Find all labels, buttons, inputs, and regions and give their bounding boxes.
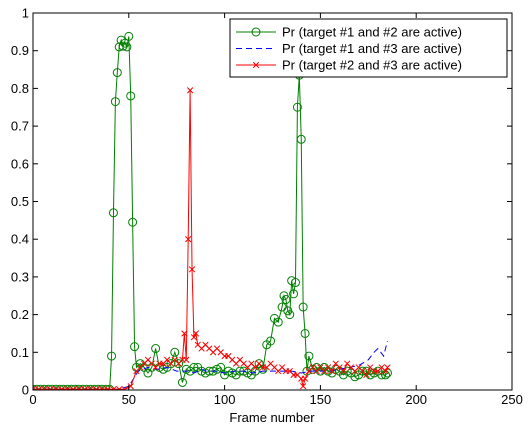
data-point [188, 266, 196, 273]
data-point [363, 371, 370, 379]
legend-entry: Pr (target #1 and #3 are active) [236, 41, 462, 56]
data-point [289, 289, 299, 299]
data-point [300, 383, 307, 390]
data-point [300, 328, 310, 338]
data-point [183, 356, 190, 363]
data-point [281, 295, 291, 305]
data-point [174, 359, 184, 369]
data-point [75, 386, 83, 390]
data-point [126, 91, 136, 101]
data-point [273, 317, 283, 327]
y-tick-label: 0.8 [11, 81, 29, 96]
data-point [116, 386, 123, 390]
data-point [382, 367, 389, 375]
y-tick-label: 0.1 [11, 345, 29, 360]
y-tick-label: 0.6 [11, 156, 29, 171]
y-tick-label: 1 [22, 6, 29, 21]
data-point [170, 347, 180, 357]
data-point [128, 217, 138, 227]
data-point [93, 386, 100, 390]
data-point [118, 41, 128, 51]
legend-entry: Pr (target #2 and #3 are active) [236, 58, 462, 73]
data-point [181, 330, 188, 337]
data-point [64, 386, 71, 390]
legend-label: Pr (target #2 and #3 are active) [282, 58, 462, 73]
data-point [47, 386, 54, 390]
data-point [298, 302, 308, 312]
y-tick-label: 0 [22, 383, 29, 398]
legend: Pr (target #1 and #2 are active)Pr (targ… [229, 18, 508, 78]
x-tick-label: 100 [214, 392, 236, 407]
y-tick-label: 0.2 [11, 307, 29, 322]
axes-layer: 0 50 100 150 200 250 0 0.1 0.2 0.3 0.4 0.5 0.6 0.7 0.8… [11, 6, 523, 408]
legend-marker [251, 27, 261, 37]
data-point [110, 386, 117, 390]
x-tick-label: 200 [405, 392, 427, 407]
data-point [358, 366, 368, 376]
y-tick-label: 0.5 [11, 194, 29, 209]
y-tick-label: 0.7 [11, 119, 29, 134]
data-point [384, 364, 391, 371]
data-point [290, 278, 300, 288]
legend-label: Pr (target #1 and #2 are active) [282, 25, 462, 40]
data-point [58, 386, 65, 390]
y-tick-label: 0.4 [11, 232, 29, 247]
data-point [87, 386, 94, 390]
legend-box [229, 18, 508, 78]
data-point [122, 42, 132, 52]
data-point [304, 351, 314, 361]
data-point [107, 351, 117, 361]
data-point [258, 364, 268, 374]
data-point [185, 236, 192, 243]
x-tick-label: 50 [122, 392, 136, 407]
data-point [112, 68, 122, 78]
data-point [301, 375, 309, 382]
data-point [192, 330, 200, 337]
x-axis-label: Frame number [229, 410, 315, 425]
data-point [328, 367, 336, 375]
data-point [124, 31, 134, 41]
data-point [186, 87, 194, 94]
data-point [52, 386, 60, 390]
data-point [216, 362, 226, 372]
data-point [292, 102, 302, 112]
data-point [70, 386, 77, 390]
legend-entry: Pr (target #1 and #2 are active) [236, 25, 462, 40]
data-point [190, 334, 198, 341]
data-point [189, 362, 199, 372]
y-tick-label: 0.9 [11, 43, 29, 58]
data-point [340, 367, 347, 375]
data-point [285, 310, 295, 320]
data-point [98, 386, 106, 390]
data-point [151, 344, 161, 354]
legend-label: Pr (target #1 and #3 are active) [282, 41, 462, 56]
series-2 [33, 340, 388, 390]
data-point [121, 386, 129, 390]
data-point [110, 97, 120, 107]
data-point [296, 134, 306, 144]
data-point [81, 386, 88, 390]
data-point [35, 386, 42, 390]
x-tick-label: 150 [310, 392, 332, 407]
data-point [33, 386, 37, 390]
data-point [104, 386, 111, 390]
data-point [177, 377, 187, 387]
data-point [108, 208, 118, 218]
data-point [266, 336, 276, 346]
x-tick-label: 0 [29, 392, 36, 407]
legend-marker [252, 61, 260, 69]
series-layer [33, 31, 392, 390]
data-point [130, 342, 140, 352]
y-tick-label: 0.3 [11, 269, 29, 284]
data-point [41, 386, 48, 390]
x-tick-label: 250 [501, 392, 523, 407]
series-line [33, 340, 388, 390]
series-3 [33, 87, 391, 390]
data-point [377, 370, 387, 380]
